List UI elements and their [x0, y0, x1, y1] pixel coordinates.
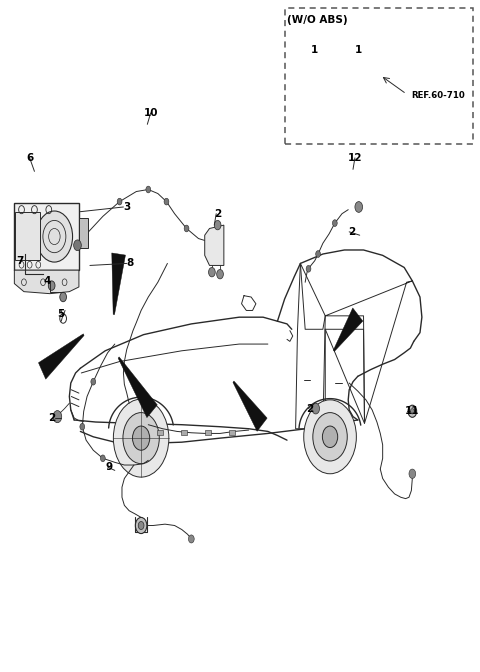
Bar — [14, 203, 79, 270]
Text: 1: 1 — [311, 46, 318, 55]
Text: 2: 2 — [306, 404, 313, 413]
Circle shape — [138, 521, 144, 530]
Circle shape — [316, 251, 321, 257]
Text: 3: 3 — [123, 202, 131, 212]
Circle shape — [36, 211, 72, 262]
Circle shape — [304, 400, 356, 474]
Circle shape — [312, 403, 320, 414]
Circle shape — [214, 220, 221, 230]
Polygon shape — [334, 308, 363, 351]
Circle shape — [100, 455, 105, 462]
Text: 5: 5 — [58, 310, 65, 319]
Circle shape — [164, 198, 169, 205]
Circle shape — [132, 426, 150, 450]
Polygon shape — [118, 357, 157, 417]
Text: 2: 2 — [348, 227, 355, 237]
Text: 2: 2 — [48, 413, 55, 423]
Polygon shape — [205, 225, 224, 265]
Polygon shape — [79, 218, 87, 248]
Polygon shape — [112, 253, 125, 314]
Circle shape — [146, 186, 151, 193]
Circle shape — [408, 405, 417, 417]
Polygon shape — [14, 270, 79, 294]
Text: 1: 1 — [355, 45, 362, 54]
Circle shape — [323, 426, 338, 448]
Circle shape — [48, 281, 55, 290]
Polygon shape — [38, 334, 84, 379]
Circle shape — [113, 399, 169, 477]
Text: 10: 10 — [144, 108, 158, 118]
Circle shape — [135, 517, 147, 534]
Polygon shape — [233, 381, 267, 431]
Circle shape — [208, 267, 215, 277]
Text: 7: 7 — [16, 256, 24, 265]
Bar — [181, 430, 187, 435]
Circle shape — [184, 225, 189, 232]
Text: 9: 9 — [106, 462, 113, 472]
Circle shape — [73, 240, 81, 251]
Circle shape — [189, 535, 194, 543]
Bar — [157, 430, 163, 435]
Circle shape — [333, 220, 337, 226]
Circle shape — [306, 265, 311, 272]
Circle shape — [123, 413, 159, 464]
Bar — [15, 212, 40, 260]
Circle shape — [91, 378, 96, 385]
Text: 4: 4 — [43, 276, 50, 286]
Circle shape — [216, 269, 223, 279]
Circle shape — [117, 198, 122, 205]
Text: 8: 8 — [127, 259, 134, 268]
Text: 12: 12 — [348, 153, 362, 163]
Bar — [205, 430, 211, 435]
Circle shape — [409, 469, 416, 478]
Circle shape — [313, 54, 319, 62]
Circle shape — [60, 292, 67, 302]
Text: REF.60-710: REF.60-710 — [411, 91, 465, 100]
Circle shape — [313, 413, 347, 461]
Text: 6: 6 — [26, 153, 33, 163]
Text: (W/O ABS): (W/O ABS) — [287, 15, 348, 25]
Circle shape — [80, 423, 84, 430]
Circle shape — [410, 409, 414, 414]
Text: 11: 11 — [405, 407, 420, 416]
Circle shape — [53, 411, 62, 423]
Bar — [229, 430, 235, 435]
Circle shape — [355, 202, 362, 212]
Text: 2: 2 — [214, 209, 221, 218]
Bar — [285, 8, 473, 144]
